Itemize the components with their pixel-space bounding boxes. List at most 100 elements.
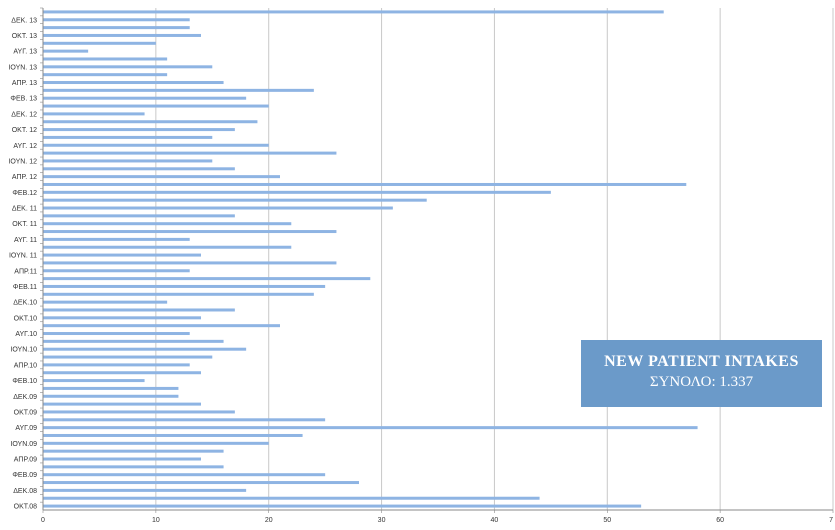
axes (40, 7, 834, 513)
bar (43, 386, 179, 390)
bar (43, 237, 190, 241)
category-label: ΑΥΓ. 11 (14, 237, 37, 244)
bar (43, 371, 201, 375)
category-label: ΙΟΥΝ. 11 (9, 253, 37, 260)
category-label: ΔΕΚ. 12 (11, 111, 37, 118)
category-label: ΙΟΥΝ.09 (10, 441, 37, 448)
bar (43, 253, 201, 257)
category-label: ΟΚΤ.09 (14, 409, 37, 416)
bar (43, 10, 664, 14)
bar (43, 426, 698, 430)
bar (43, 339, 224, 343)
bar (43, 198, 427, 202)
x-tick-label: 7 (829, 517, 833, 524)
bar (43, 355, 213, 359)
bar (43, 410, 235, 414)
bar (43, 143, 269, 147)
annotation-title: NEW PATIENT INTAKES (604, 353, 799, 370)
bar (43, 284, 326, 288)
category-label: ΟΚΤ.08 (14, 504, 37, 511)
bar (43, 120, 258, 124)
bar (43, 269, 190, 273)
category-label: ΦΕΒ.11 (13, 284, 37, 291)
bar (43, 245, 292, 249)
category-label: ΑΠΡ. 12 (12, 174, 37, 181)
annotation-subtitle: ΣΥΝΟΛΟ: 1.337 (649, 374, 754, 390)
category-label: ΑΠΡ. 13 (12, 80, 37, 87)
x-tick-label: 0 (41, 517, 45, 524)
bar (43, 292, 314, 296)
bar (43, 26, 190, 30)
x-tick-label: 50 (603, 517, 611, 524)
bar (43, 41, 156, 45)
bar (43, 128, 235, 132)
category-label: ΦΕΒ.12 (12, 190, 37, 197)
bar (43, 230, 337, 234)
bar (43, 324, 280, 328)
bar (43, 488, 247, 492)
bar (43, 88, 314, 92)
bar (43, 347, 247, 351)
category-label: ΑΥΓ. 13 (13, 49, 37, 56)
category-label: ΔΕΚ.09 (13, 394, 37, 401)
bar (43, 182, 687, 186)
bar (43, 159, 213, 163)
category-label: ΦΕΒ.09 (12, 472, 37, 479)
category-label: ΑΠΡ.11 (14, 268, 37, 275)
category-label: ΔΕΚ.10 (13, 300, 37, 307)
bar (43, 433, 303, 437)
bar (43, 379, 145, 383)
bar (43, 49, 89, 53)
bar (43, 441, 269, 445)
x-tick-labels: 0 10 20 30 40 50 60 7 (41, 517, 833, 524)
category-label: ΔΕΚ.08 (13, 488, 37, 495)
bar (43, 104, 269, 108)
bars (43, 10, 698, 508)
bar (43, 496, 540, 500)
bar (43, 394, 179, 398)
bar (43, 457, 201, 461)
category-label: ΟΚΤ. 12 (12, 127, 37, 134)
category-label: ΑΠΡ.10 (14, 362, 37, 369)
bar (43, 190, 551, 194)
bar (43, 504, 642, 508)
bar (43, 18, 190, 22)
category-labels: ΔΕΚ. 13 ΟΚΤ. 13 ΑΥΓ. 13 ΙΟΥΝ. 13 ΑΠΡ. 13 ΦΕΒ.… (8, 17, 37, 510)
bar (43, 151, 337, 155)
category-label: ΙΟΥΝ.10 (10, 347, 37, 354)
bar (43, 214, 235, 218)
bar (43, 481, 359, 485)
bar (43, 65, 213, 69)
bar (43, 308, 235, 312)
x-tick-label: 60 (716, 517, 724, 524)
category-label: ΟΚΤ. 11 (12, 221, 37, 228)
category-label: ΦΕΒ. 13 (10, 96, 37, 103)
bar (43, 73, 168, 77)
bar (43, 96, 247, 100)
bar (43, 222, 292, 226)
bar (43, 81, 224, 85)
bar (43, 112, 145, 116)
bar (43, 449, 224, 453)
category-label: ΑΥΓ. 12 (13, 143, 37, 150)
bar (43, 175, 280, 179)
x-tick-label: 40 (491, 517, 499, 524)
bar (43, 402, 201, 406)
category-label: ΙΟΥΝ. 13 (8, 64, 37, 71)
bar (43, 465, 224, 469)
category-label: ΙΟΥΝ. 12 (8, 158, 37, 165)
bar (43, 167, 235, 171)
category-label: ΟΚΤ.10 (14, 315, 37, 322)
category-label: ΑΠΡ.09 (14, 457, 37, 464)
category-label: ΑΥΓ.09 (15, 425, 37, 432)
category-label: ΔΕΚ. 13 (11, 17, 37, 24)
x-tick-label: 10 (152, 517, 160, 524)
bar (43, 135, 213, 139)
bar (43, 316, 201, 320)
category-label: ΦΕΒ.10 (12, 378, 37, 385)
total-annotation-box: NEW PATIENT INTAKES ΣΥΝΟΛΟ: 1.337 (581, 340, 822, 407)
bar (43, 473, 326, 477)
category-label: ΟΚΤ. 13 (12, 33, 37, 40)
bar (43, 418, 326, 422)
